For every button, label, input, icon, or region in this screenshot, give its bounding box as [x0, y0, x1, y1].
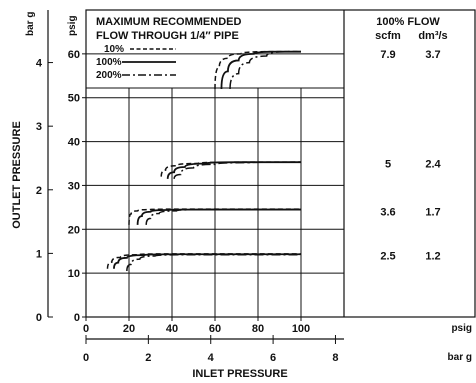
y-tick-label-bar-3: 3: [36, 121, 42, 133]
curve-dashdot-8: [145, 208, 301, 225]
flow-dm3s-0: 3.7: [425, 49, 440, 61]
flow-dm3s-3: 1.2: [425, 251, 440, 263]
grid-lines: [86, 53, 344, 317]
curve-solid-4: [166, 161, 301, 179]
flow-table-header: 100% FLOW: [376, 16, 440, 28]
x-tick-label-bar-6: 6: [270, 352, 276, 364]
y-units-bar: bar g: [25, 12, 36, 36]
x-tick-label-psig-80: 80: [252, 323, 264, 335]
x-tick-label-psig-100: 100: [292, 323, 310, 335]
chart-title-line-2: FLOW THROUGH 1/4″ PIPE: [96, 30, 239, 42]
x-units-psig: psig: [451, 323, 472, 334]
y-tick-label-bar-1: 1: [36, 248, 42, 260]
y-tick-label-bar-4: 4: [36, 58, 43, 70]
plot-frame: [47, 9, 476, 340]
y-tick-label-psig-40: 40: [68, 137, 80, 149]
chart-title-line-1: MAXIMUM RECOMMENDED: [96, 16, 241, 28]
y-tick-label-psig-50: 50: [68, 93, 80, 105]
curve-dashed-3: [160, 161, 301, 177]
legend: 10% 100% 200%: [96, 44, 176, 81]
curve-solid-1: [220, 50, 301, 89]
y-tick-label-psig-60: 60: [68, 49, 80, 61]
flow-dm3s-1: 2.4: [425, 159, 441, 171]
y-tick-label-bar-2: 2: [36, 185, 42, 197]
x-tick-label-psig-20: 20: [123, 323, 135, 335]
flow-scfm-3: 2.5: [380, 251, 395, 263]
x-tick-label-psig-40: 40: [166, 323, 178, 335]
flow-scfm-1: 5: [385, 159, 391, 171]
y-tick-label-psig-30: 30: [68, 180, 80, 192]
curve-dashdot-11: [126, 253, 301, 271]
y-tick-label-psig-10: 10: [68, 268, 80, 280]
x-tick-label-psig-60: 60: [209, 323, 221, 335]
flow-table-rows: 7.9 3.7 5 2.4 3.6 1.7 2.5 1.2: [380, 49, 441, 263]
flow-dm3s-2: 1.7: [425, 207, 440, 219]
x-axis-label: INLET PRESSURE: [192, 368, 287, 380]
flow-scfm-2: 3.6: [380, 207, 395, 219]
plot-border: [85, 9, 476, 318]
curve-dashed-9: [106, 253, 301, 269]
x-tick-label-bar-0: 0: [83, 352, 89, 364]
curve-dashdot-2: [229, 50, 301, 89]
x-tick-label-bar-4: 4: [208, 352, 215, 364]
x-tick-label-bar-2: 2: [145, 352, 151, 364]
x-units-bar: bar g: [448, 352, 472, 363]
y-tick-label-psig-20: 20: [68, 224, 80, 236]
flow-curves: [106, 50, 302, 271]
x-tick-label-bar-8: 8: [332, 352, 338, 364]
flow-table-col-scfm: scfm: [375, 30, 401, 42]
flow-scfm-0: 7.9: [380, 49, 395, 61]
flow-table-col-dm3s: dm³/s: [418, 30, 447, 42]
curve-dashdot-5: [173, 161, 302, 179]
x-tick-label-psig-0: 0: [83, 323, 89, 335]
legend-label-200: 200%: [96, 70, 122, 81]
y-tick-label-psig-0: 0: [74, 312, 80, 324]
y-tick-label-bar-0: 0: [36, 312, 42, 324]
y-axis-label: OUTLET PRESSURE: [11, 121, 23, 229]
legend-label-10: 10%: [104, 44, 124, 55]
legend-label-100: 100%: [96, 57, 122, 68]
y-units-psig: psig: [67, 15, 78, 36]
